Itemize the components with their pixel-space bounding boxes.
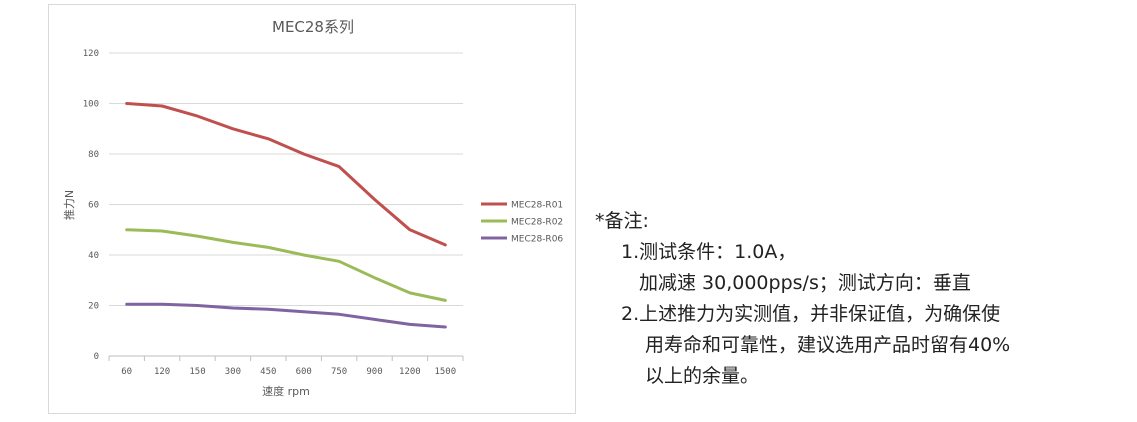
notes-block: *备注: 1.测试条件：1.0A， 加减速 30,000pps/s；测试方向：垂… — [595, 206, 1115, 392]
x-axis-label: 速度 rpm — [262, 384, 310, 398]
notes-heading: *备注: — [595, 210, 649, 232]
x-tick-label: 1500 — [434, 367, 456, 377]
x-tick-label: 150 — [189, 367, 205, 377]
series-line-mec28-r01 — [125, 102, 447, 247]
x-tick-label: 750 — [331, 367, 347, 377]
x-tick-label: 600 — [296, 367, 312, 377]
y-tick-label: 60 — [88, 201, 99, 211]
x-tick-label: 450 — [260, 367, 276, 377]
x-tick-label: 900 — [366, 367, 382, 377]
chart-panel: MEC28系列 速度 rpm 推力N 0 20 40 60 80 100 120 60 120 1… — [48, 4, 576, 414]
series-line-mec28-r02 — [125, 228, 447, 302]
y-tick-label: 120 — [83, 49, 99, 59]
y-tick-label: 20 — [88, 302, 99, 312]
y-tick-label: 40 — [88, 251, 99, 261]
legend-label: MEC28-R02 — [511, 218, 563, 228]
y-tick-label: 0 — [94, 352, 99, 362]
notes-line-4: 用寿命和可靠性，建议选用产品时留有40% — [645, 334, 1011, 356]
notes-line-1: 1.测试条件：1.0A， — [621, 241, 797, 263]
x-tick-label: 300 — [225, 367, 241, 377]
notes-line-5: 以上的余量。 — [645, 365, 760, 387]
y-tick-label: 100 — [83, 100, 99, 110]
x-tick-label: 120 — [154, 367, 170, 377]
x-tick-label: 60 — [121, 367, 132, 377]
legend-label: MEC28-R06 — [511, 235, 563, 245]
series-line-mec28-r06 — [125, 302, 447, 329]
y-tick-label: 80 — [88, 150, 99, 160]
x-tick-label: 1200 — [399, 367, 421, 377]
chart-title: MEC28系列 — [272, 18, 354, 36]
notes-line-2: 加减速 30,000pps/s；测试方向：垂直 — [639, 272, 971, 294]
line-chart: MEC28系列 速度 rpm 推力N 0 20 40 60 80 100 120 60 120 1… — [62, 18, 563, 398]
y-axis-label: 推力N — [62, 190, 76, 220]
legend-label: MEC28-R01 — [511, 201, 563, 211]
notes-line-3: 2.上述推力为实测值，并非保证值，为确保使 — [621, 303, 1001, 325]
